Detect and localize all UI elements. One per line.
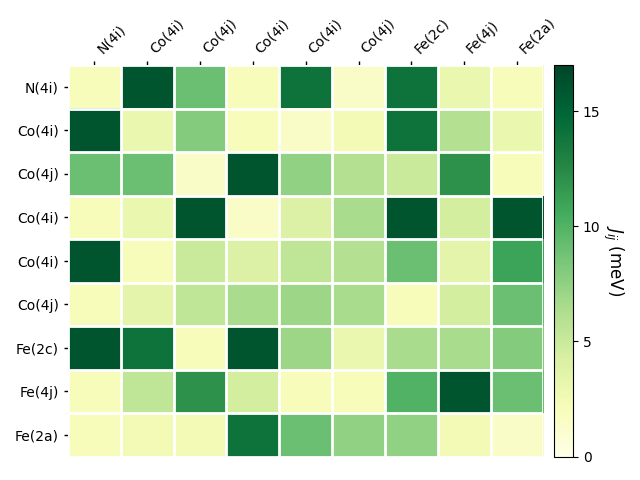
Y-axis label: $J_{ij}$ (meV): $J_{ij}$ (meV) <box>602 225 625 296</box>
